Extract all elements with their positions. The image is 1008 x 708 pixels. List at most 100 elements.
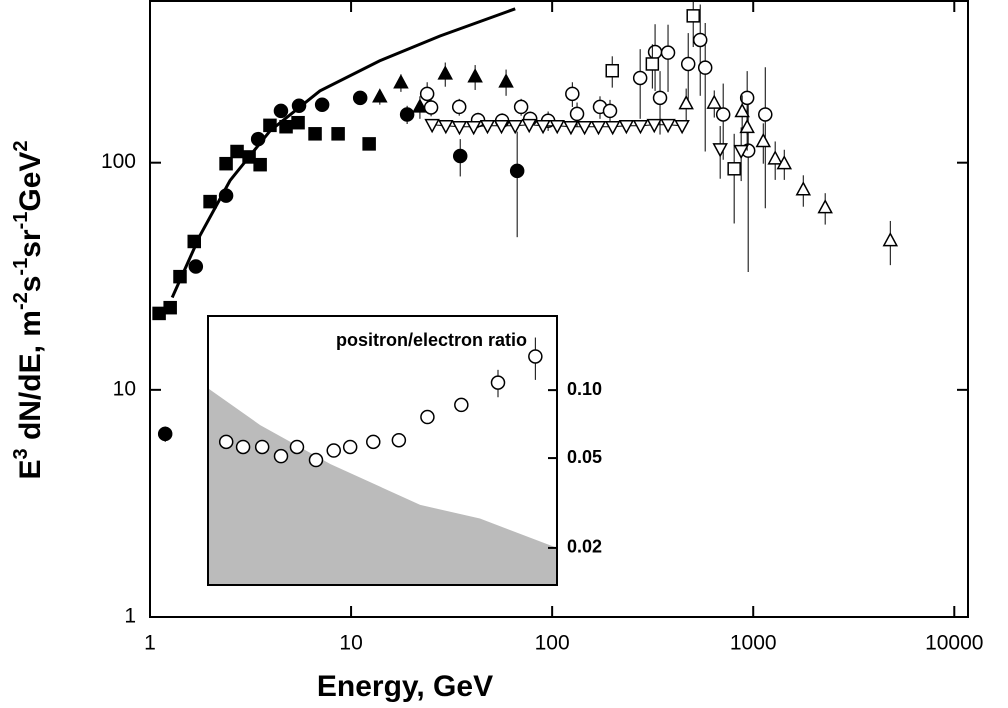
y-tick-label: 100 [101,150,136,173]
data-point [712,143,728,158]
data-point [423,100,439,115]
inset-title: positron/electron ratio [336,330,527,350]
y-axis-label-part: 2 [10,140,32,151]
data-point [507,119,523,135]
data-point [230,144,244,159]
data-point [437,65,454,80]
data-line [170,7,516,299]
data-point [618,119,635,135]
data-point [391,432,407,448]
data-point [454,397,469,413]
data-point [479,119,496,135]
data-point [342,439,358,455]
y-tick-label: 0.05 [567,447,602,467]
data-point [308,127,322,141]
data-point [157,426,173,442]
data-point [314,97,330,112]
data-point [331,127,345,141]
data-point [420,409,435,425]
data-point [680,56,696,72]
shaded-area [208,388,557,585]
data-point [163,300,177,315]
data-point [632,70,648,86]
data-point [563,120,579,136]
data-point [565,86,580,102]
data-point [253,157,267,172]
data-point [776,155,793,170]
data-point [308,452,324,468]
data-point [467,68,483,83]
data-point [419,86,435,102]
data-point [535,119,551,135]
y-tick-label: 1 [124,605,136,628]
data-point [739,118,755,134]
data-point [218,434,234,450]
x-tick-label: 10000 [925,632,983,655]
data-point [451,120,468,136]
data-point [509,163,525,179]
data-point [289,439,305,455]
data-point [254,439,270,455]
y-axis-label-part: -2 [10,292,32,310]
y-axis-label: E3 dN/dE, m-2s-1sr-1GeV2 [10,140,47,479]
data-point [692,32,708,48]
y-tick-label: 0.10 [567,379,602,399]
data-point [569,106,585,122]
data-point [602,103,618,119]
y-axis-label-part: sr [14,229,47,258]
data-point [326,443,341,458]
data-point [424,118,440,134]
x-axis-label: Energy, GeV [317,670,493,703]
data-point [697,60,713,75]
data-point [152,306,166,321]
data-point [465,120,482,136]
x-tick-label: 1000 [730,632,777,655]
data-point [660,118,676,134]
data-point [490,375,506,390]
data-point [758,107,773,122]
data-point [647,44,663,60]
data-point [412,98,428,113]
data-point [652,90,668,106]
data-point [452,148,468,164]
data-point [451,99,467,115]
data-point [645,57,660,71]
y-tick-label: 0.02 [567,537,602,557]
data-point [273,448,289,464]
y-axis-label-part: GeV [14,152,47,212]
data-point [795,181,812,196]
data-point [528,349,543,364]
data-point [235,439,251,455]
data-point [498,73,514,88]
data-point [521,118,537,134]
x-tick-label: 10 [339,632,362,655]
data-point [678,95,694,110]
data-point [291,115,305,130]
data-point [605,63,619,78]
data-point [706,94,723,109]
data-point [882,232,899,247]
data-point [549,119,565,135]
data-point [660,45,676,60]
data-point [372,88,388,103]
data-point [576,120,593,136]
plot-frame [149,0,969,618]
data-point [590,120,607,136]
data-point [733,144,749,160]
y-axis-label-part: -1 [10,258,32,276]
data-point [727,162,741,176]
inset-frame [207,315,558,586]
y-axis-label-part: 3 [10,448,32,459]
data-point [393,74,409,89]
data-point [399,107,415,122]
data-point [755,132,772,148]
data-point [352,90,368,106]
x-tick-label: 100 [535,632,570,655]
data-point [767,150,783,165]
y-axis-label-part: s [14,276,47,293]
data-point [632,119,649,135]
y-axis-label-part: -1 [10,212,32,230]
data-point [203,194,217,209]
x-tick-label: 1 [144,632,156,655]
data-point [734,102,750,118]
